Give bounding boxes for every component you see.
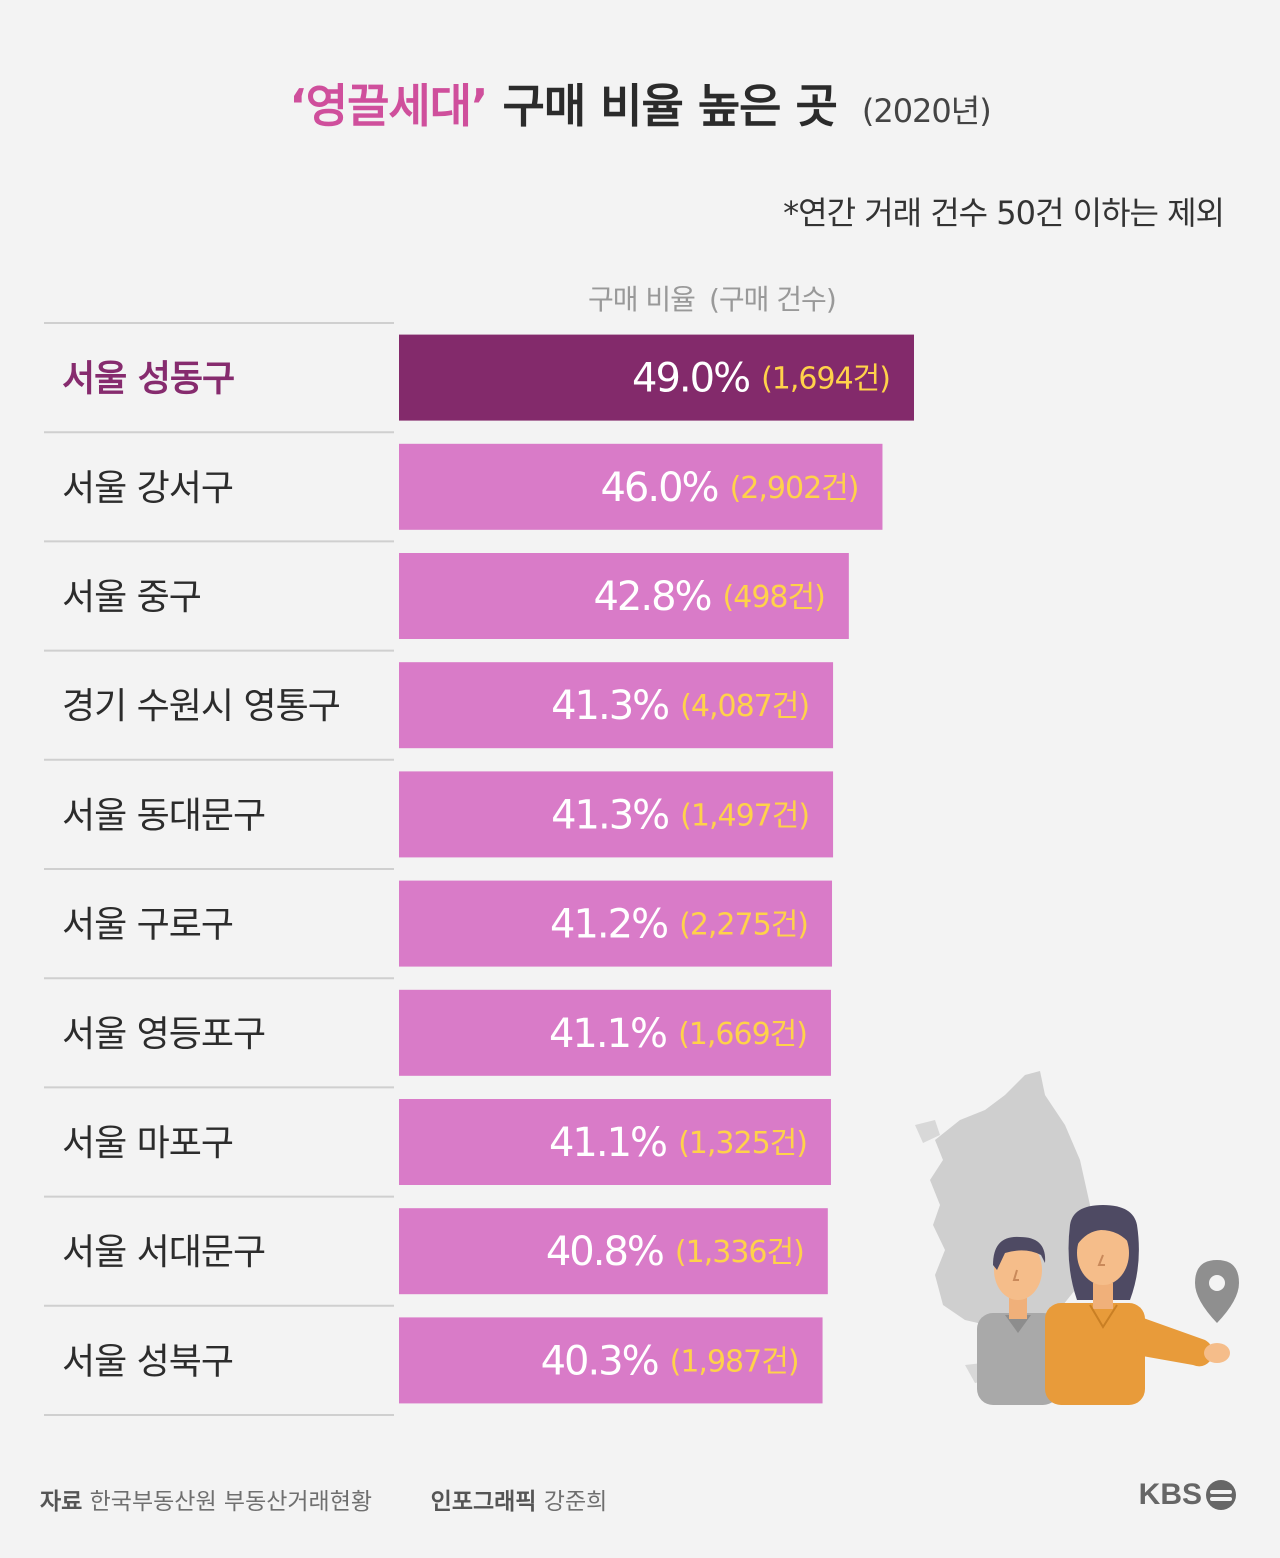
bar	[399, 334, 914, 421]
count-label: (1,497건)	[680, 798, 809, 833]
kbs-logo: KBS	[1139, 1478, 1236, 1512]
value-label: 41.1%	[549, 1011, 666, 1057]
value-label: 40.3%	[541, 1338, 658, 1384]
page-title: ‘영끌세대’ 구매 비율 높은 곳 (2020년)	[0, 70, 1280, 136]
kbs-logo-icon	[1206, 1480, 1236, 1510]
category-label: 서울 성동구	[62, 359, 234, 400]
source-label: 자료	[40, 1489, 83, 1515]
value-label: 41.3%	[551, 792, 668, 838]
value-label: 49.0%	[632, 356, 749, 402]
value-label: 46.0%	[600, 465, 717, 511]
credit-label: 인포그래픽	[430, 1489, 537, 1515]
category-label: 서울 마포구	[62, 1123, 233, 1164]
value-label: 41.1%	[549, 1120, 666, 1166]
category-label: 서울 성북구	[62, 1341, 233, 1382]
value-label: 42.8%	[593, 574, 710, 620]
count-label: (1,694건)	[761, 362, 890, 397]
bar	[399, 1317, 823, 1404]
woman-icon	[1045, 1205, 1230, 1405]
category-label: 서울 동대문구	[62, 795, 265, 836]
bar	[399, 1208, 828, 1295]
count-label: (1,325건)	[678, 1126, 807, 1161]
bar	[399, 989, 831, 1076]
man-icon	[977, 1236, 1059, 1405]
value-label: 41.3%	[551, 683, 668, 729]
category-label: 서울 서대문구	[62, 1232, 265, 1273]
count-label: (1,987건)	[670, 1344, 799, 1379]
bar	[399, 771, 834, 858]
bar	[399, 662, 834, 749]
title-highlight: ‘영끌세대’	[289, 79, 488, 133]
column-label: 구매 비율	[588, 283, 696, 316]
footer: 자료 한국부동산원 부동산거래현황 인포그래픽 강준희	[40, 1482, 607, 1516]
source-text: 한국부동산원 부동산거래현황	[89, 1489, 373, 1515]
category-label: 서울 구로구	[62, 905, 233, 946]
column-sublabel: (구매 건수)	[708, 283, 837, 316]
title-year: (2020년)	[861, 92, 992, 130]
value-label: 40.8%	[546, 1229, 663, 1275]
logo-text: KBS	[1138, 1478, 1202, 1511]
column-header: 구매 비율 (구매 건수)	[588, 278, 837, 318]
category-label: 서울 영등포구	[62, 1014, 265, 1055]
footnote: *연간 거래 건수 50건 이하는 제외	[783, 194, 1225, 232]
illustration	[915, 1071, 1239, 1405]
category-label: 서울 중구	[62, 577, 201, 618]
category-label: 경기 수원시 영통구	[62, 686, 340, 727]
title-main: 구매 비율 높은 곳	[502, 79, 838, 133]
bar	[399, 443, 883, 530]
credit-text: 강준희	[543, 1489, 608, 1515]
bar	[399, 880, 833, 967]
count-label: (1,669건)	[678, 1017, 807, 1052]
category-label: 서울 강서구	[62, 468, 233, 509]
bar	[399, 553, 849, 639]
count-label: (1,336건)	[675, 1235, 804, 1270]
value-label: 41.2%	[550, 902, 667, 948]
bar	[399, 1099, 831, 1185]
count-label: (2,902건)	[730, 471, 859, 506]
count-label: (2,275건)	[679, 908, 808, 943]
count-label: (498건)	[723, 580, 825, 615]
location-pin-icon	[1195, 1260, 1239, 1323]
count-label: (4,087건)	[680, 689, 809, 724]
